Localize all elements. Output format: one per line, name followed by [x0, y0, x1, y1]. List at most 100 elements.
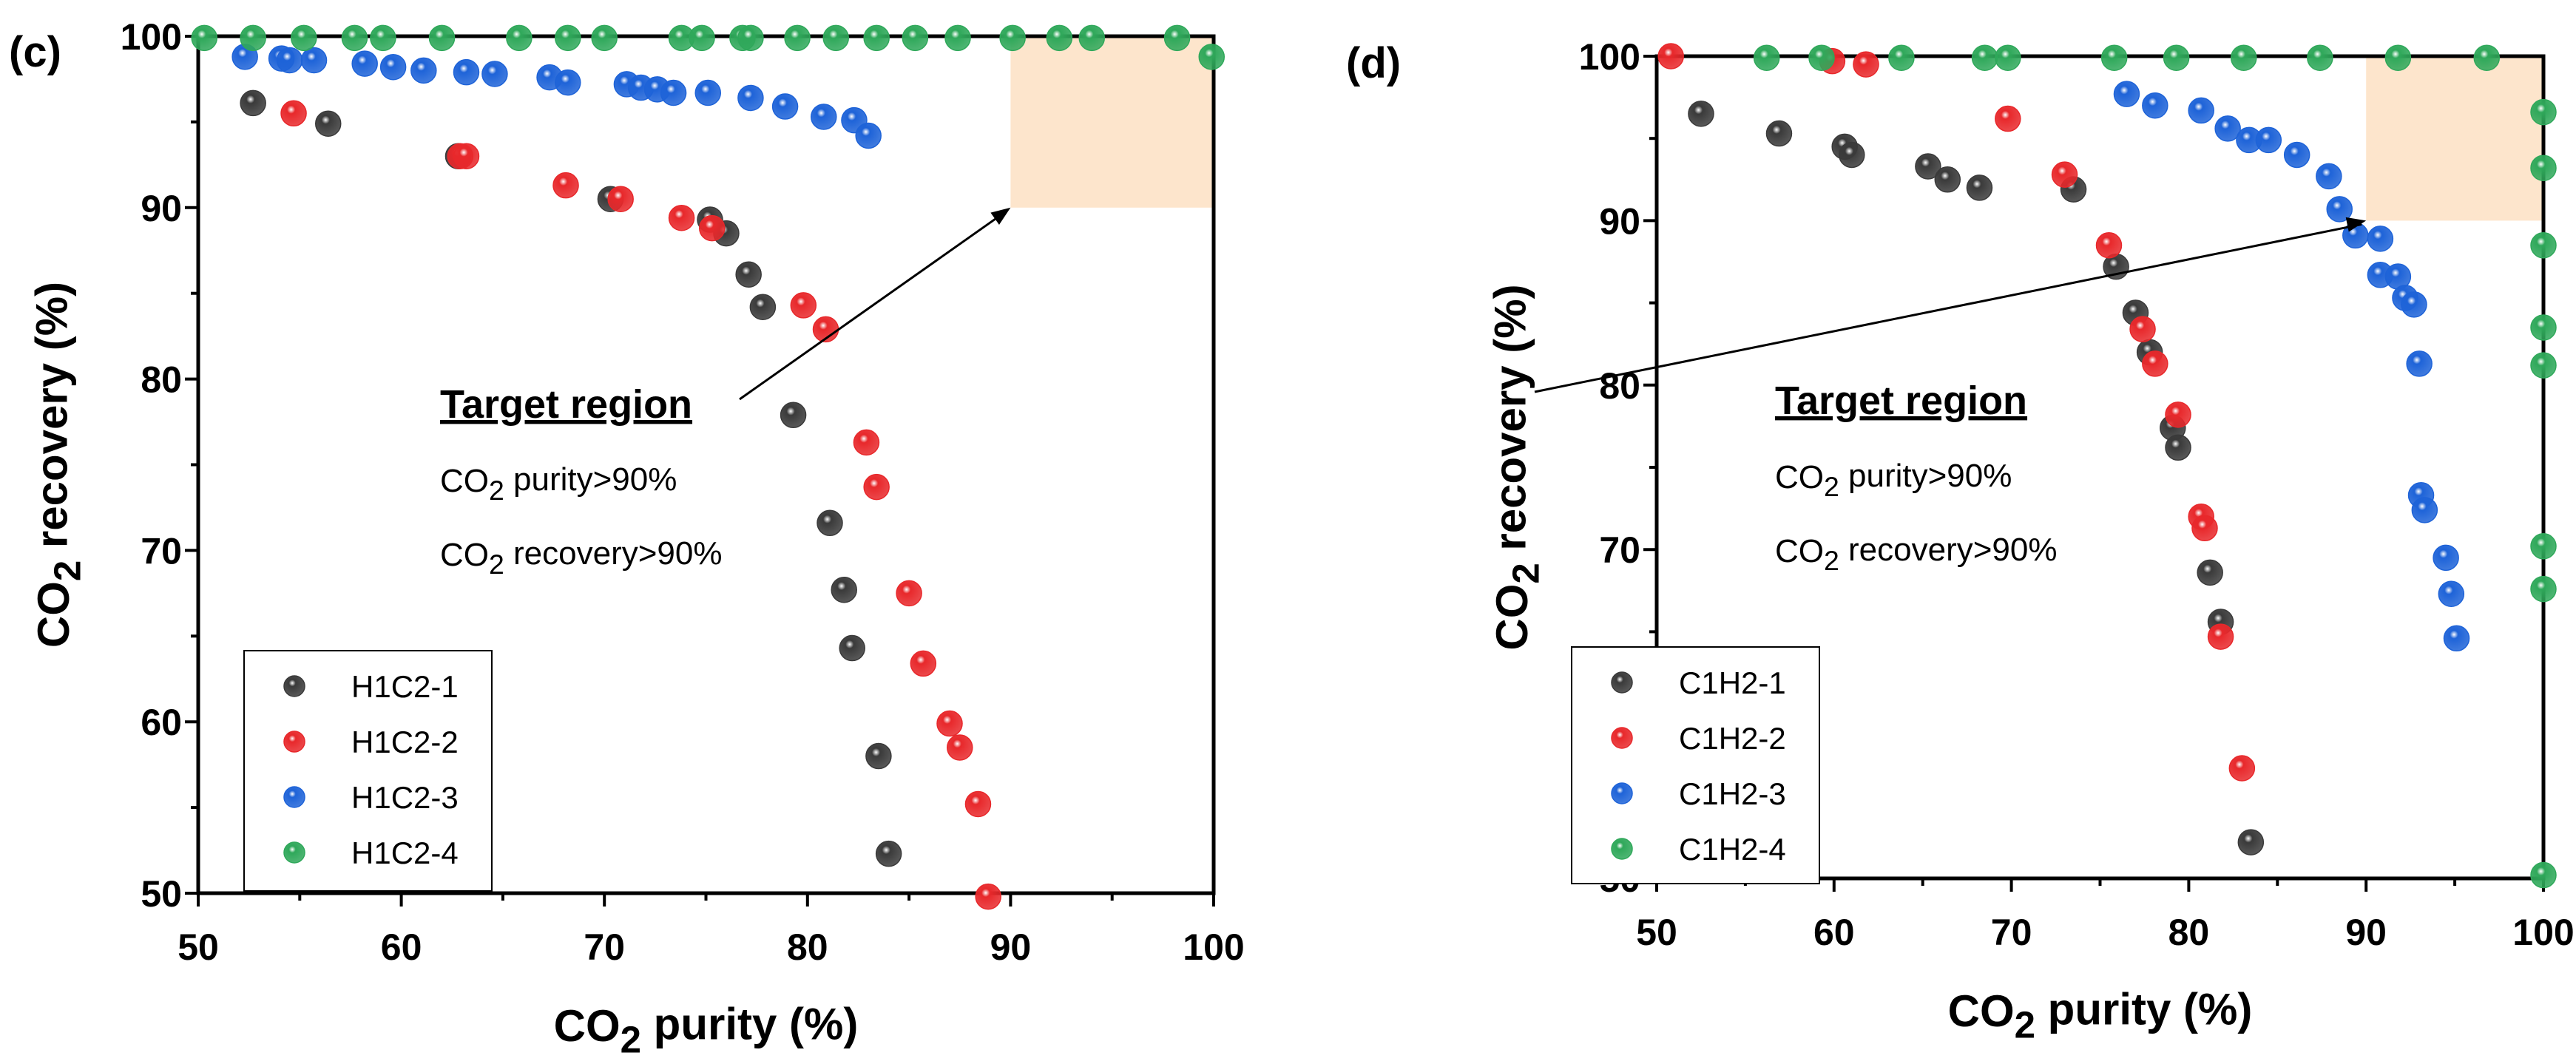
data-point-C1H2-3 — [2433, 544, 2459, 572]
data-point-C1H2-2 — [2191, 515, 2218, 542]
data-point-H1C2-4 — [863, 24, 890, 52]
legend-marker — [283, 731, 305, 753]
data-point-H1C2-2 — [947, 734, 973, 761]
data-point-H1C2-4 — [341, 24, 368, 52]
data-point-C1H2-2 — [1853, 51, 1879, 78]
data-point-C1H2-3 — [2401, 291, 2427, 318]
data-point-C1H2-2 — [2095, 232, 2123, 259]
data-point-H1C2-4 — [737, 24, 764, 52]
data-point-C1H2-1 — [2165, 434, 2191, 461]
legend-marker — [283, 675, 305, 697]
x-tick-label: 70 — [1991, 912, 2032, 953]
x-tick-label: 50 — [1636, 912, 1677, 953]
data-point-H1C2-3 — [737, 84, 764, 112]
data-point-C1H2-4 — [2530, 533, 2557, 560]
data-point-C1H2-4 — [2307, 44, 2333, 71]
legend-marker — [283, 841, 305, 864]
data-point-H1C2-3 — [379, 53, 407, 81]
target-region-rect — [2366, 56, 2543, 221]
y-tick-label: 60 — [141, 702, 182, 743]
data-point-H1C2-2 — [975, 883, 1001, 910]
y-tick-label: 90 — [141, 188, 182, 229]
data-point-C1H2-4 — [1971, 44, 1998, 71]
data-point-H1C2-4 — [591, 24, 618, 52]
data-point-H1C2-3 — [771, 93, 799, 120]
data-point-C1H2-2 — [2228, 755, 2256, 782]
data-point-C1H2-3 — [2316, 163, 2342, 190]
annotation-title: Target region — [440, 382, 692, 427]
y-tick-label: 70 — [1599, 529, 1640, 571]
data-point-H1C2-2 — [896, 580, 922, 607]
data-point-H1C2-4 — [1078, 24, 1105, 52]
arrow-head-icon — [990, 207, 1011, 225]
data-point-C1H2-4 — [2530, 232, 2557, 259]
data-point-H1C2-1 — [865, 742, 892, 770]
data-point-H1C2-2 — [668, 204, 695, 231]
data-point-C1H2-4 — [2473, 44, 2501, 71]
data-point-H1C2-4 — [902, 24, 929, 52]
data-point-C1H2-1 — [2237, 829, 2265, 855]
x-tick-label: 100 — [1183, 926, 1244, 968]
y-tick-label: 50 — [141, 873, 182, 915]
data-point-C1H2-2 — [2142, 350, 2168, 377]
data-point-C1H2-2 — [2129, 316, 2156, 342]
data-point-C1H2-3 — [2142, 92, 2168, 119]
data-point-H1C2-1 — [749, 294, 777, 320]
data-point-H1C2-4 — [999, 24, 1026, 52]
data-point-C1H2-2 — [2051, 161, 2078, 188]
data-point-C1H2-1 — [1934, 166, 1961, 193]
data-point-H1C2-4 — [291, 24, 317, 52]
data-point-C1H2-1 — [1765, 120, 1793, 147]
annotation-arrow — [739, 210, 1007, 401]
data-point-H1C2-2 — [607, 186, 634, 212]
data-point-H1C2-4 — [822, 24, 849, 52]
data-point-H1C2-2 — [790, 292, 817, 319]
data-point-H1C2-2 — [964, 790, 992, 818]
data-point-H1C2-3 — [481, 61, 508, 87]
data-point-H1C2-4 — [1163, 24, 1191, 52]
data-point-H1C2-3 — [300, 47, 328, 74]
annotation-arrow — [1534, 223, 2362, 393]
annotation-title: Target region — [1775, 379, 2027, 423]
x-tick-label: 50 — [178, 926, 219, 968]
target-region-rect — [1010, 36, 1214, 208]
data-point-C1H2-3 — [2367, 226, 2394, 252]
annotation-recovery: CO2 recovery>90% — [440, 535, 723, 580]
data-point-H1C2-3 — [453, 58, 480, 86]
y-axis-title: CO2 recovery (%) — [1485, 284, 1546, 650]
data-point-H1C2-2 — [936, 710, 963, 737]
data-point-C1H2-4 — [2530, 98, 2557, 126]
legend-label: H1C2-1 — [351, 669, 459, 704]
data-point-H1C2-4 — [240, 24, 266, 52]
data-point-C1H2-3 — [2326, 196, 2353, 223]
legend-label: C1H2-2 — [1679, 721, 1786, 756]
panel-label: (d) — [1346, 39, 1401, 87]
annotation-recovery: CO2 recovery>90% — [1775, 532, 2058, 576]
data-point-H1C2-3 — [276, 47, 303, 74]
data-point-C1H2-3 — [2188, 97, 2214, 124]
data-point-C1H2-4 — [1888, 44, 1915, 71]
x-tick-label: 80 — [2168, 912, 2210, 953]
data-point-H1C2-3 — [555, 69, 581, 96]
x-tick-label: 80 — [787, 926, 828, 968]
annotation-purity: CO2 purity>90% — [440, 461, 677, 506]
data-point-H1C2-2 — [552, 172, 579, 199]
data-point-C1H2-4 — [2530, 861, 2557, 889]
arrow-head-icon — [2345, 217, 2367, 232]
data-point-H1C2-1 — [839, 634, 865, 662]
data-point-C1H2-3 — [2443, 625, 2470, 652]
data-point-H1C2-4 — [191, 24, 217, 52]
data-point-C1H2-4 — [1995, 44, 2021, 71]
data-point-H1C2-4 — [428, 24, 456, 52]
data-point-C1H2-1 — [1688, 101, 1714, 127]
data-point-C1H2-4 — [1808, 44, 1835, 71]
data-point-C1H2-3 — [2255, 126, 2282, 154]
data-point-H1C2-4 — [370, 24, 396, 52]
data-point-H1C2-4 — [1198, 44, 1226, 70]
data-point-H1C2-4 — [784, 24, 811, 52]
x-axis-title: CO2 purity (%) — [1948, 984, 2253, 1046]
data-point-H1C2-2 — [698, 214, 726, 242]
data-point-H1C2-1 — [735, 261, 762, 288]
